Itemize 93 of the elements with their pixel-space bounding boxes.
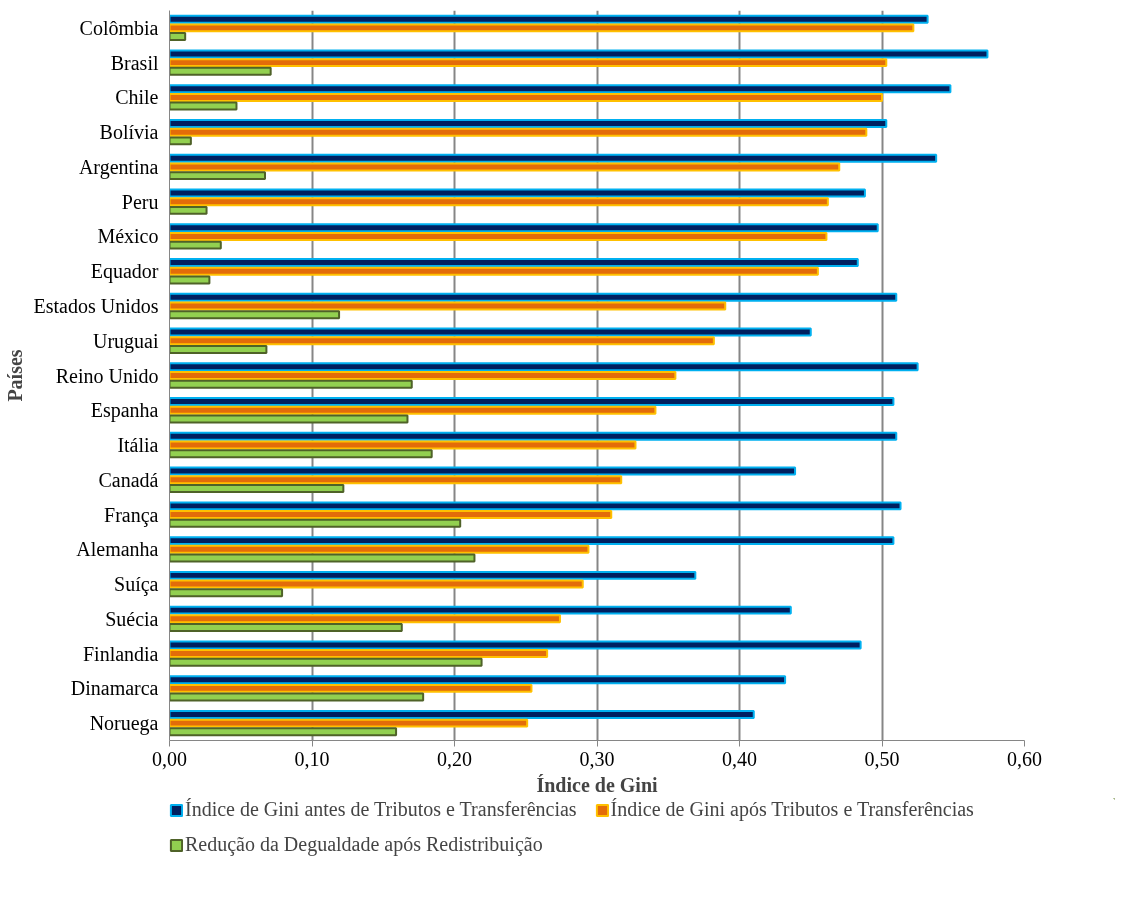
bar xyxy=(169,675,787,685)
x-tick-label: 0,50 xyxy=(864,747,900,770)
bar xyxy=(169,101,238,111)
y-tick-label: Chile xyxy=(115,86,159,109)
bar xyxy=(169,692,425,702)
bar xyxy=(169,475,623,485)
y-axis-title: Países xyxy=(3,349,26,402)
bar xyxy=(169,32,187,42)
bar xyxy=(169,223,879,233)
bar xyxy=(169,336,715,346)
y-tick-label: Itália xyxy=(117,434,159,457)
y-tick-label: Dinamarca xyxy=(70,677,159,700)
bar xyxy=(169,588,284,598)
bar xyxy=(169,727,398,737)
bar xyxy=(169,258,859,267)
bar xyxy=(169,119,888,128)
x-tick-label: 0,00 xyxy=(152,747,187,770)
bar xyxy=(169,683,533,693)
y-tick-label: Suíça xyxy=(114,573,159,597)
bar xyxy=(169,292,898,302)
bar xyxy=(169,649,549,659)
y-tick-label: França xyxy=(104,503,159,527)
bar xyxy=(169,49,989,59)
bar xyxy=(169,127,868,137)
bar xyxy=(169,623,403,632)
bar xyxy=(169,518,462,528)
bar xyxy=(169,709,755,719)
bar xyxy=(169,66,272,76)
bar xyxy=(169,58,888,68)
bar xyxy=(169,92,883,102)
y-tick-label: Reino Unido xyxy=(55,364,159,387)
bar xyxy=(169,449,433,459)
bar xyxy=(169,484,345,493)
y-tick-label: Canadá xyxy=(98,468,159,491)
y-tick-label: Argentina xyxy=(78,155,159,179)
bar xyxy=(169,544,590,554)
bar xyxy=(169,414,409,424)
legend-label: Índice de Gini após Tributos e Transferências xyxy=(610,798,974,821)
bar xyxy=(169,275,211,285)
bar xyxy=(169,205,208,215)
bar xyxy=(169,605,792,615)
bar xyxy=(169,327,812,337)
bar xyxy=(169,397,895,407)
bar xyxy=(169,171,266,181)
y-tick-label: Estados Unidos xyxy=(33,294,159,317)
bar xyxy=(169,440,637,450)
bar xyxy=(169,23,915,33)
bar xyxy=(169,431,898,441)
y-tick-label: Equador xyxy=(90,260,159,284)
y-tick-label: Noruega xyxy=(89,712,159,736)
bar xyxy=(169,162,841,172)
bar xyxy=(169,536,895,546)
legend-label: Redução da Degualdade após Redistribuição xyxy=(185,833,543,856)
bar xyxy=(169,136,192,146)
bar xyxy=(169,640,862,650)
bar xyxy=(169,614,561,624)
bar xyxy=(169,501,902,511)
y-tick-label: Espanha xyxy=(90,399,159,423)
y-tick-label: Colômbia xyxy=(79,16,159,39)
bar xyxy=(169,657,483,667)
bar xyxy=(169,84,952,94)
bar xyxy=(169,266,819,276)
y-tick-label: Finlandia xyxy=(82,642,159,665)
bar xyxy=(169,579,584,589)
bar xyxy=(169,405,657,415)
x-tick-label: 0,60 xyxy=(1007,747,1042,770)
x-tick-label: 0,20 xyxy=(437,747,472,770)
y-tick-label: Bolívia xyxy=(99,121,159,144)
bar xyxy=(169,14,929,24)
x-axis-title: Índice de Gini xyxy=(536,773,659,796)
y-tick-label: Brasil xyxy=(110,51,159,74)
bar xyxy=(169,371,677,380)
bar xyxy=(169,197,829,207)
y-tick-label: Peru xyxy=(121,190,159,213)
bar xyxy=(169,240,222,250)
y-tick-label: Alemanha xyxy=(76,538,159,561)
y-tick-label: México xyxy=(97,225,159,248)
bar xyxy=(169,718,529,728)
bar xyxy=(169,231,828,241)
y-tick-label: Suécia xyxy=(105,607,159,630)
bar xyxy=(169,153,938,163)
y-tick-label: Uruguai xyxy=(92,329,159,353)
x-tick-label: 0,10 xyxy=(294,747,330,770)
bar xyxy=(169,510,613,520)
bar xyxy=(169,466,797,476)
x-tick-label: 0,40 xyxy=(722,747,757,770)
bar xyxy=(169,570,697,580)
bar xyxy=(169,310,341,320)
bar xyxy=(169,344,268,354)
legend-label: Índice de Gini antes de Tributos e Transferências xyxy=(185,798,577,821)
x-tick-label: 0,30 xyxy=(579,747,615,770)
bar xyxy=(169,379,413,389)
bar xyxy=(169,362,919,372)
